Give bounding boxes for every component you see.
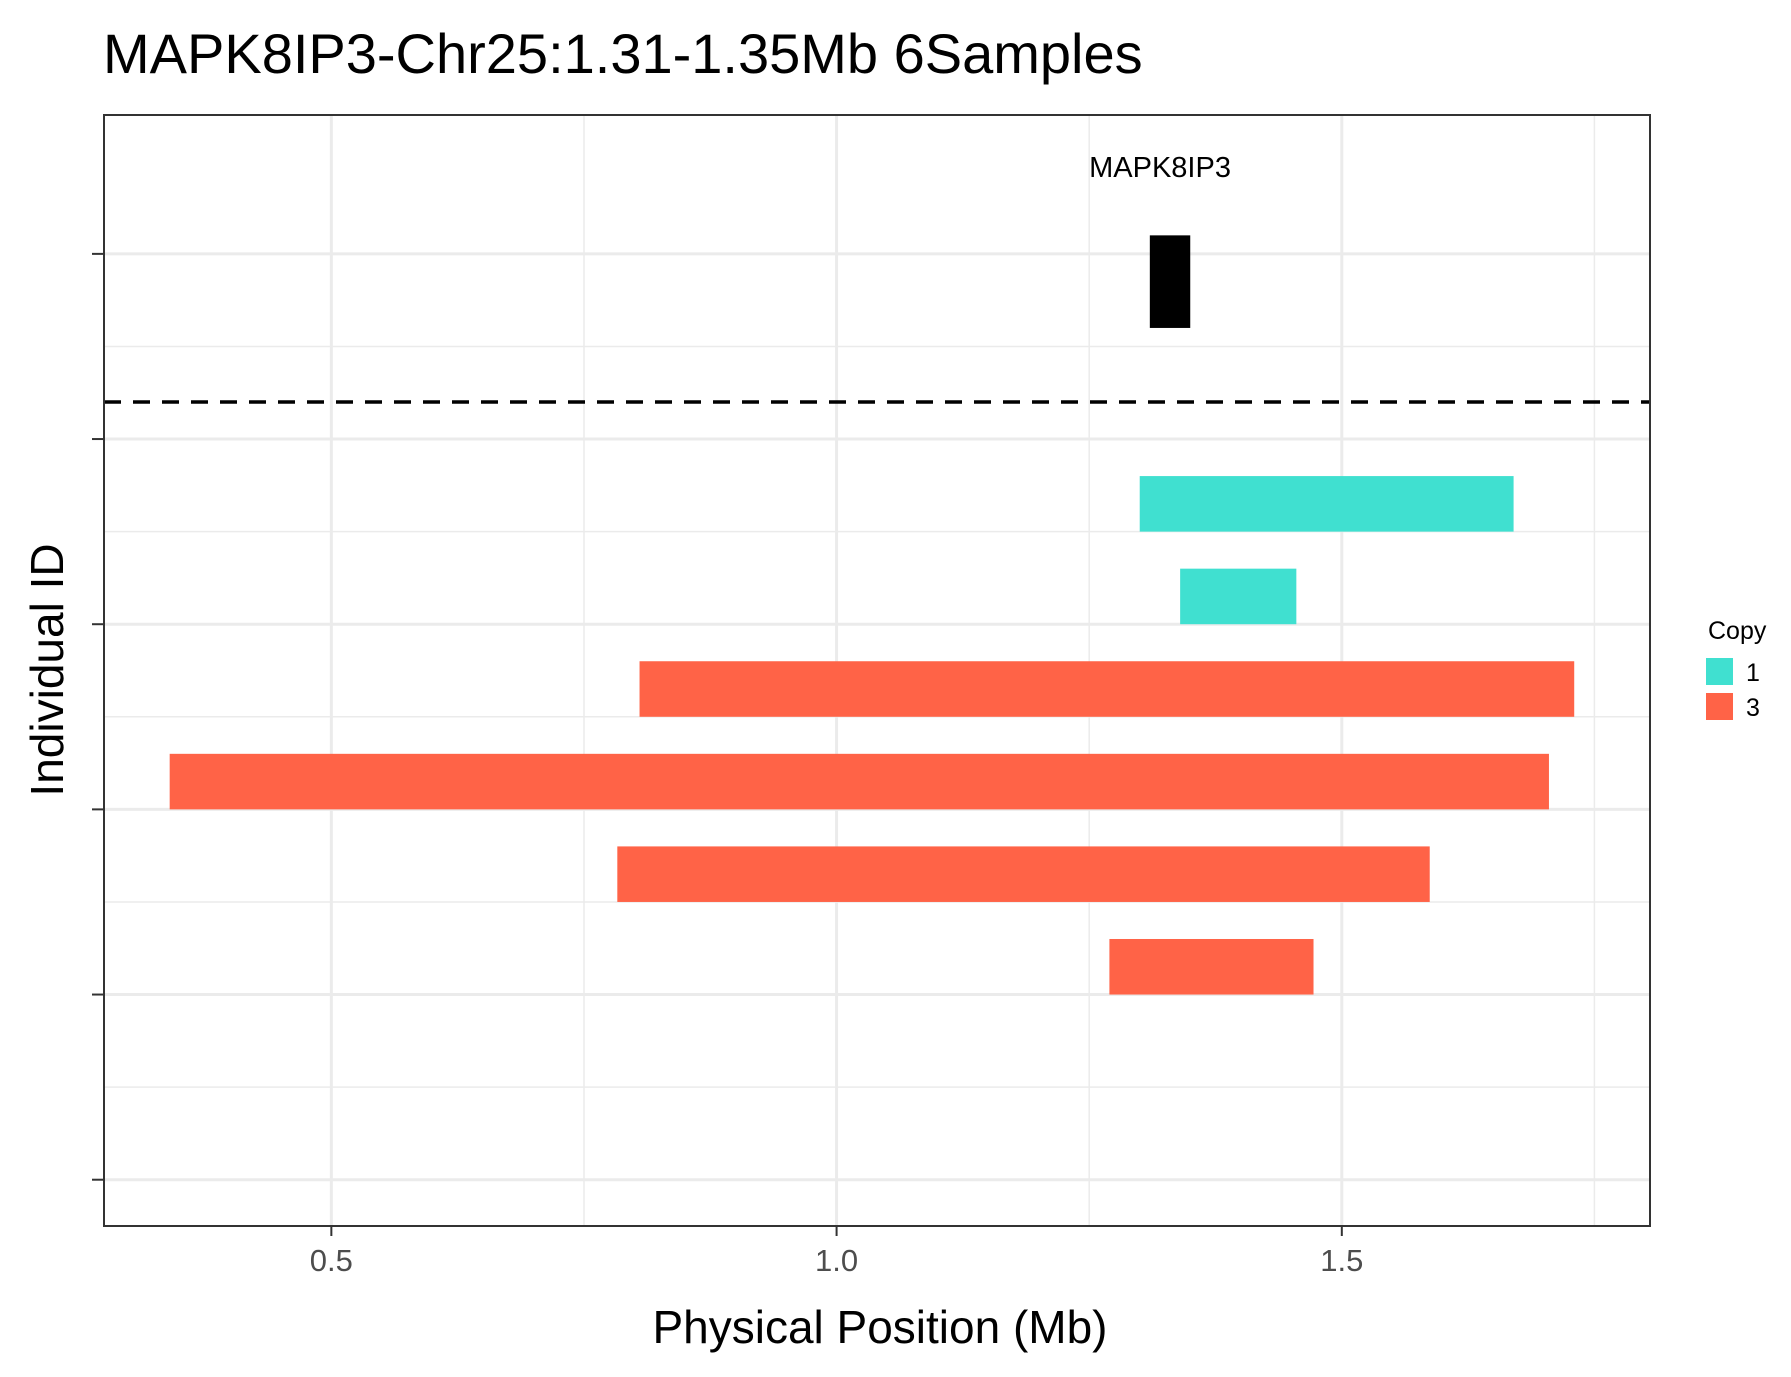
y-axis-title: Individual ID	[21, 543, 73, 796]
x-tick-label: 1.5	[1320, 1243, 1363, 1278]
x-tick-label: 1.0	[815, 1243, 858, 1278]
cnv-segment-copy-3	[639, 661, 1575, 717]
axes: 0.5 1.0 1.5	[92, 114, 1651, 1278]
gene-track: MAPK8IP3	[104, 152, 1650, 404]
chart-title: MAPK8IP3-Chr25:1.31-1.35Mb 6Samples	[103, 22, 1143, 85]
panel-border	[103, 114, 1651, 1227]
cnv-segment-copy-3	[617, 846, 1430, 902]
cnv-segment-copy-1	[1180, 568, 1297, 625]
legend-label: 1	[1746, 659, 1760, 687]
legend-label: 3	[1746, 694, 1760, 722]
segments	[169, 476, 1575, 995]
legend-swatch-copy-1	[1706, 658, 1733, 685]
cnv-segment-copy-3	[169, 753, 1549, 810]
legend-title: Copy	[1708, 617, 1767, 645]
cnv-segment-copy-1	[1139, 476, 1514, 532]
legend-swatch-copy-3	[1706, 693, 1733, 720]
gene-box	[1149, 235, 1191, 328]
x-tick-label: 0.5	[310, 1243, 353, 1278]
legend: Copy 1 3	[1706, 617, 1767, 722]
gene-label: MAPK8IP3	[1089, 152, 1231, 184]
cnv-segment-copy-3	[1109, 938, 1314, 995]
x-axis-title: Physical Position (Mb)	[652, 1301, 1107, 1353]
